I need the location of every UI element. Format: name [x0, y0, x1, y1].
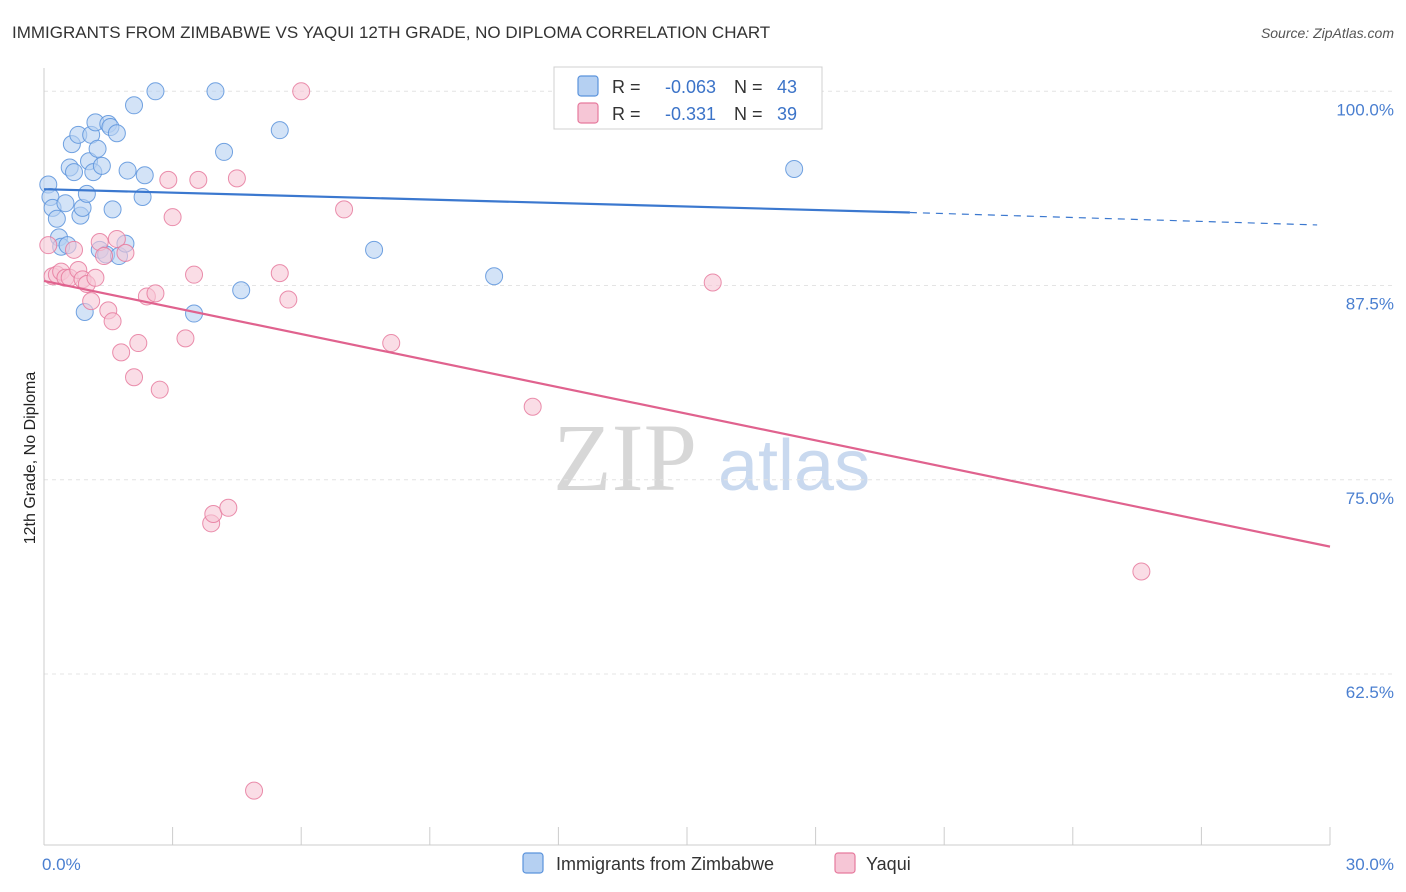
- legend-n-label-zimbabwe: N =: [734, 77, 763, 97]
- point-yaqui-34: [270, 264, 289, 283]
- point-zimbabwe-22: [92, 156, 111, 175]
- point-yaqui-23: [150, 380, 169, 399]
- point-zimbabwe-20: [88, 139, 107, 158]
- watermark-atlas: atlas: [718, 426, 870, 506]
- legend-swatch-zimbabwe: [577, 75, 599, 97]
- point-yaqui-6: [65, 240, 84, 259]
- y-axis-label: 12th Grade, No Diploma: [22, 372, 39, 545]
- stats-legend: R = -0.063 N = 43 R = -0.331 N = 39: [553, 66, 823, 130]
- trend-line-zimbabwe: [43, 188, 910, 214]
- point-yaqui-40: [703, 273, 722, 292]
- point-zimbabwe-6: [56, 194, 75, 213]
- x-tick-marks: [43, 827, 1331, 845]
- point-zimbabwe-41: [485, 267, 504, 286]
- legend-r-label-yaqui: R =: [612, 104, 641, 124]
- point-yaqui-17: [112, 343, 131, 362]
- gridlines: [44, 90, 1394, 675]
- point-yaqui-19: [125, 368, 144, 387]
- point-zimbabwe-40: [365, 240, 384, 259]
- y-tick-labels: 100.0% 87.5% 75.0% 62.5%: [1336, 100, 1394, 702]
- point-yaqui-20: [129, 334, 148, 353]
- point-yaqui-15: [103, 312, 122, 331]
- point-yaqui-26: [176, 329, 195, 348]
- bottom-legend-swatch-yaqui: [834, 852, 856, 874]
- y-tick-label-0: 100.0%: [1336, 100, 1394, 119]
- point-zimbabwe-10: [65, 163, 84, 182]
- chart-source: Source: ZipAtlas.com: [1261, 25, 1394, 41]
- point-yaqui-38: [382, 334, 401, 353]
- chart-title: IMMIGRANTS FROM ZIMBABWE VS YAQUI 12TH G…: [12, 23, 770, 42]
- point-yaqui-16: [107, 229, 126, 248]
- point-yaqui-36: [292, 82, 311, 101]
- watermark: ZIP atlas: [553, 404, 870, 511]
- point-zimbabwe-26: [103, 200, 122, 219]
- trend-lines: [43, 188, 1331, 548]
- point-yaqui-41: [1132, 562, 1151, 581]
- point-yaqui-28: [189, 170, 208, 189]
- x-tick-labels: 0.0% 30.0%: [42, 855, 1394, 874]
- bottom-legend-label-zimbabwe: Immigrants from Zimbabwe: [556, 854, 774, 874]
- y-tick-label-3: 62.5%: [1346, 683, 1394, 702]
- point-zimbabwe-36: [206, 82, 225, 101]
- legend-n-value-yaqui: 39: [777, 104, 797, 124]
- point-yaqui-13: [95, 247, 114, 266]
- point-zimbabwe-27: [107, 124, 126, 143]
- point-yaqui-22: [146, 284, 165, 303]
- legend-swatch-yaqui: [577, 102, 599, 124]
- point-yaqui-24: [159, 170, 178, 189]
- legend-n-label-yaqui: N =: [734, 104, 763, 124]
- y-tick-label-1: 87.5%: [1346, 295, 1394, 314]
- stats-legend-box: [553, 66, 823, 130]
- series-yaqui-points: [39, 82, 1151, 800]
- point-zimbabwe-37: [215, 142, 234, 161]
- point-yaqui-10: [82, 292, 101, 311]
- x-tick-label-0: 0.0%: [42, 855, 81, 874]
- point-zimbabwe-31: [125, 96, 144, 115]
- legend-n-value-zimbabwe: 43: [777, 77, 797, 97]
- point-yaqui-27: [185, 265, 204, 284]
- bottom-legend-swatch-zimbabwe: [522, 852, 544, 874]
- point-yaqui-18: [116, 243, 135, 262]
- point-zimbabwe-39: [270, 121, 289, 140]
- point-zimbabwe-38: [232, 281, 251, 300]
- y-tick-label-2: 75.0%: [1346, 489, 1394, 508]
- legend-r-value-yaqui: -0.331: [665, 104, 716, 124]
- point-yaqui-0: [39, 236, 58, 255]
- point-zimbabwe-15: [77, 184, 96, 203]
- point-yaqui-30: [204, 504, 223, 523]
- point-yaqui-33: [245, 781, 264, 800]
- point-yaqui-39: [523, 397, 542, 416]
- trend-line-yaqui: [43, 279, 1331, 548]
- point-zimbabwe-3: [47, 209, 66, 228]
- point-zimbabwe-34: [146, 82, 165, 101]
- point-zimbabwe-42: [785, 160, 804, 179]
- point-yaqui-31: [219, 498, 238, 517]
- x-tick-label-1: 30.0%: [1346, 855, 1394, 874]
- trend-line-zimbabwe-extension: [909, 211, 1318, 226]
- point-yaqui-25: [163, 208, 182, 227]
- point-yaqui-35: [279, 290, 298, 309]
- watermark-zip: ZIP: [553, 404, 697, 511]
- point-yaqui-11: [86, 268, 105, 287]
- legend-r-value-zimbabwe: -0.063: [665, 77, 716, 97]
- point-zimbabwe-30: [118, 161, 137, 180]
- point-yaqui-37: [335, 200, 354, 219]
- series-legend: Immigrants from Zimbabwe Yaqui: [522, 852, 911, 874]
- point-zimbabwe-33: [135, 166, 154, 185]
- point-yaqui-32: [227, 169, 246, 188]
- legend-r-label-zimbabwe: R =: [612, 77, 641, 97]
- bottom-legend-label-yaqui: Yaqui: [866, 854, 911, 874]
